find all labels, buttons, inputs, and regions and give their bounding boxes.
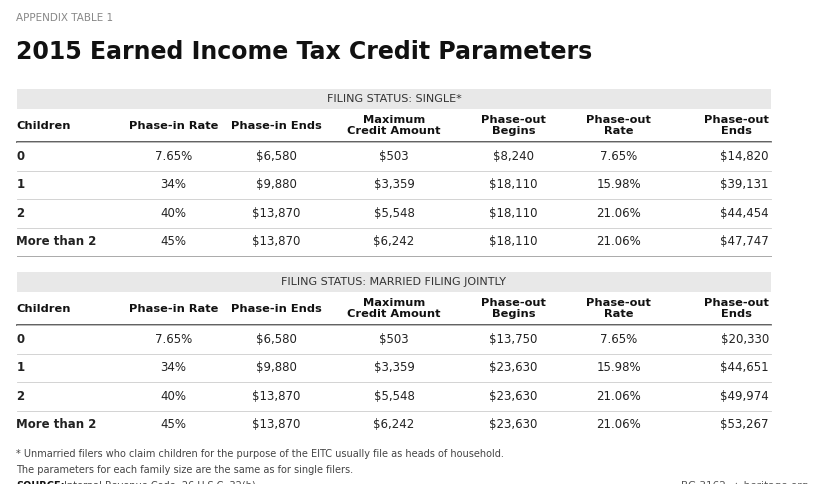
Text: $13,870: $13,870: [252, 390, 300, 403]
Text: 15.98%: 15.98%: [596, 362, 641, 375]
Text: 2: 2: [16, 207, 25, 220]
Text: Phase-out
Begins: Phase-out Begins: [481, 115, 546, 136]
Text: Phase-out
Ends: Phase-out Ends: [704, 298, 769, 319]
Bar: [16, 90, 771, 109]
Text: 45%: 45%: [160, 418, 186, 431]
Text: 21.06%: 21.06%: [596, 418, 641, 431]
Text: Phase-in Rate: Phase-in Rate: [129, 303, 218, 314]
Text: $23,630: $23,630: [489, 390, 538, 403]
Text: 40%: 40%: [160, 390, 186, 403]
Text: Phase-in Ends: Phase-in Ends: [231, 303, 322, 314]
Text: 34%: 34%: [160, 362, 186, 375]
Text: $13,870: $13,870: [252, 207, 300, 220]
Text: $44,651: $44,651: [720, 362, 769, 375]
Text: Internal Revenue Code, 26 U.S.C. 32(b).: Internal Revenue Code, 26 U.S.C. 32(b).: [64, 481, 258, 484]
Text: $49,974: $49,974: [720, 390, 769, 403]
Text: 7.65%: 7.65%: [600, 333, 638, 346]
Text: $503: $503: [380, 150, 408, 163]
Text: Maximum
Credit Amount: Maximum Credit Amount: [347, 298, 441, 319]
Text: $23,630: $23,630: [489, 362, 538, 375]
Bar: [16, 227, 771, 256]
Text: More than 2: More than 2: [16, 418, 97, 431]
Text: $8,240: $8,240: [493, 150, 534, 163]
Text: 2015 Earned Income Tax Credit Parameters: 2015 Earned Income Tax Credit Parameters: [16, 41, 592, 64]
Text: Phase-out
Rate: Phase-out Rate: [587, 115, 651, 136]
Bar: [16, 325, 771, 354]
Bar: [16, 109, 771, 142]
Text: $5,548: $5,548: [374, 207, 414, 220]
Text: 7.65%: 7.65%: [600, 150, 638, 163]
Bar: [16, 410, 771, 439]
Bar: [16, 171, 771, 199]
Text: 0: 0: [16, 333, 25, 346]
Text: $39,131: $39,131: [720, 179, 769, 191]
Text: APPENDIX TABLE 1: APPENDIX TABLE 1: [16, 13, 114, 23]
Text: $6,242: $6,242: [374, 235, 415, 248]
Text: FILING STATUS: SINGLE*: FILING STATUS: SINGLE*: [327, 94, 461, 104]
Text: $18,110: $18,110: [489, 207, 538, 220]
Text: The parameters for each family size are the same as for single filers.: The parameters for each family size are …: [16, 465, 354, 475]
Text: $44,454: $44,454: [720, 207, 769, 220]
Text: $3,359: $3,359: [374, 179, 414, 191]
Text: $13,870: $13,870: [252, 235, 300, 248]
Text: $3,359: $3,359: [374, 362, 414, 375]
Text: $9,880: $9,880: [256, 179, 297, 191]
Text: Children: Children: [16, 303, 71, 314]
Text: $20,330: $20,330: [721, 333, 769, 346]
Text: Maximum
Credit Amount: Maximum Credit Amount: [347, 115, 441, 136]
Text: 0: 0: [16, 150, 25, 163]
Text: Phase-in Ends: Phase-in Ends: [231, 121, 322, 131]
Text: 1: 1: [16, 362, 25, 375]
Text: $9,880: $9,880: [256, 362, 297, 375]
Text: BG 3162  ▲ heritage.org: BG 3162 ▲ heritage.org: [681, 481, 808, 484]
Text: 7.65%: 7.65%: [154, 333, 192, 346]
Text: $53,267: $53,267: [720, 418, 769, 431]
Text: 1: 1: [16, 179, 25, 191]
Text: Children: Children: [16, 121, 71, 131]
Text: 45%: 45%: [160, 235, 186, 248]
Text: FILING STATUS: MARRIED FILING JOINTLY: FILING STATUS: MARRIED FILING JOINTLY: [281, 277, 507, 287]
Text: 2: 2: [16, 390, 25, 403]
Text: 7.65%: 7.65%: [154, 150, 192, 163]
Text: $18,110: $18,110: [489, 179, 538, 191]
Text: $6,580: $6,580: [256, 150, 297, 163]
Text: * Unmarried filers who claim children for the purpose of the EITC usually file a: * Unmarried filers who claim children fo…: [16, 449, 504, 458]
Text: $5,548: $5,548: [374, 390, 414, 403]
Bar: [16, 292, 771, 325]
Text: $503: $503: [380, 333, 408, 346]
Text: 21.06%: 21.06%: [596, 207, 641, 220]
Bar: [16, 354, 771, 382]
Text: Phase-out
Ends: Phase-out Ends: [704, 115, 769, 136]
Bar: [16, 272, 771, 292]
Text: More than 2: More than 2: [16, 235, 97, 248]
Text: SOURCE:: SOURCE:: [16, 481, 65, 484]
Text: Phase-in Rate: Phase-in Rate: [129, 121, 218, 131]
Text: 21.06%: 21.06%: [596, 235, 641, 248]
Text: $13,750: $13,750: [489, 333, 538, 346]
Text: $18,110: $18,110: [489, 235, 538, 248]
Text: $47,747: $47,747: [720, 235, 769, 248]
Text: $6,242: $6,242: [374, 418, 415, 431]
Text: 34%: 34%: [160, 179, 186, 191]
Text: $14,820: $14,820: [720, 150, 769, 163]
Bar: [16, 382, 771, 410]
Text: 40%: 40%: [160, 207, 186, 220]
Bar: [16, 199, 771, 227]
Text: $6,580: $6,580: [256, 333, 297, 346]
Text: Phase-out
Begins: Phase-out Begins: [481, 298, 546, 319]
Text: 21.06%: 21.06%: [596, 390, 641, 403]
Text: $23,630: $23,630: [489, 418, 538, 431]
Bar: [16, 142, 771, 171]
Text: $13,870: $13,870: [252, 418, 300, 431]
Text: Phase-out
Rate: Phase-out Rate: [587, 298, 651, 319]
Text: 15.98%: 15.98%: [596, 179, 641, 191]
